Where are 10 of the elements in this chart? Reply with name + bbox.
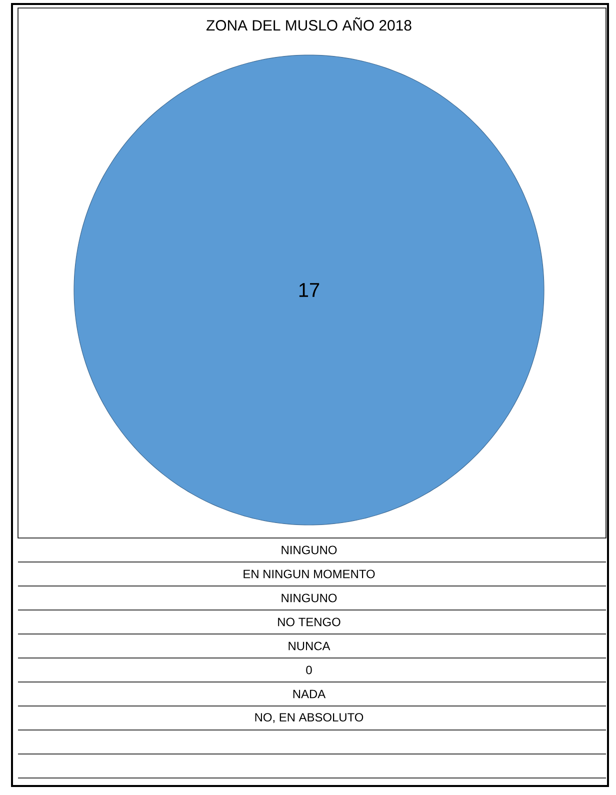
data-label: 17	[299, 283, 320, 297]
text: EN NINGUN MOMENTO	[244, 570, 375, 578]
text: NO, EN ABSOLUTO	[255, 713, 364, 723]
text: NINGUNO	[282, 594, 337, 602]
text: NO TENGO	[278, 618, 340, 626]
chart-title: ZONA DEL MUSLO AÑO 2018	[206, 17, 412, 31]
text: NADA	[293, 690, 326, 698]
text: 0	[306, 666, 312, 674]
text: NUNCA	[288, 642, 330, 650]
text: NINGUNO	[282, 546, 337, 554]
